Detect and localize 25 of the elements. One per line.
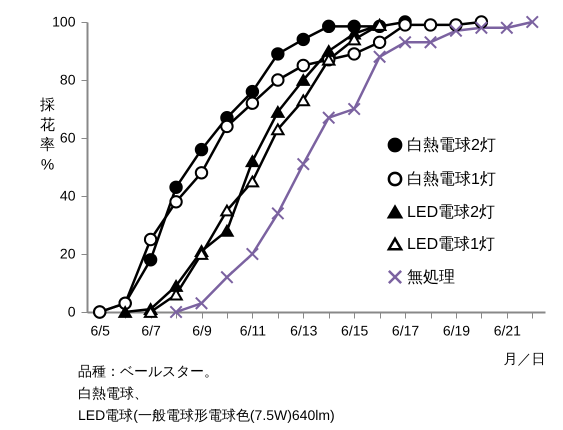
y-tick-label: 80 <box>60 72 76 88</box>
y-tick-label: 100 <box>52 14 76 30</box>
y-tick-label: 20 <box>60 246 76 262</box>
x-tick-label: 6/19 <box>442 322 470 338</box>
x-tick-label: 6/15 <box>341 322 369 338</box>
x-axis-title: 月／日 <box>504 350 546 366</box>
text: LED電球(一般電球形電球色(7.5W)640lm) <box>78 406 335 425</box>
y-tick-label: 40 <box>60 188 76 204</box>
text: 品種：ベールスター。 <box>78 362 219 381</box>
y-axis-title: 採花率% <box>40 96 55 174</box>
legend-label: 無処理 <box>407 269 455 286</box>
x-tick-label: 6/9 <box>192 322 212 338</box>
legend-label: 白熱電球2灯 <box>407 136 496 154</box>
x-tick-label: 6/5 <box>90 322 110 338</box>
x-tick-label: 6/7 <box>141 322 162 338</box>
text: 白熱電球、 <box>78 384 149 403</box>
legend-label: 白熱電球1灯 <box>407 170 496 188</box>
legend-label: LED電球1灯 <box>407 235 496 253</box>
x-tick-label: 6/17 <box>392 322 420 338</box>
y-tick-label: 60 <box>60 130 76 146</box>
x-tick-label: 6/11 <box>240 322 266 338</box>
legend-label: LED電球2灯 <box>407 203 496 221</box>
x-tick-label: 6/21 <box>494 322 522 338</box>
y-tick-label: 0 <box>68 304 76 320</box>
x-tick-label: 6/13 <box>290 322 318 338</box>
